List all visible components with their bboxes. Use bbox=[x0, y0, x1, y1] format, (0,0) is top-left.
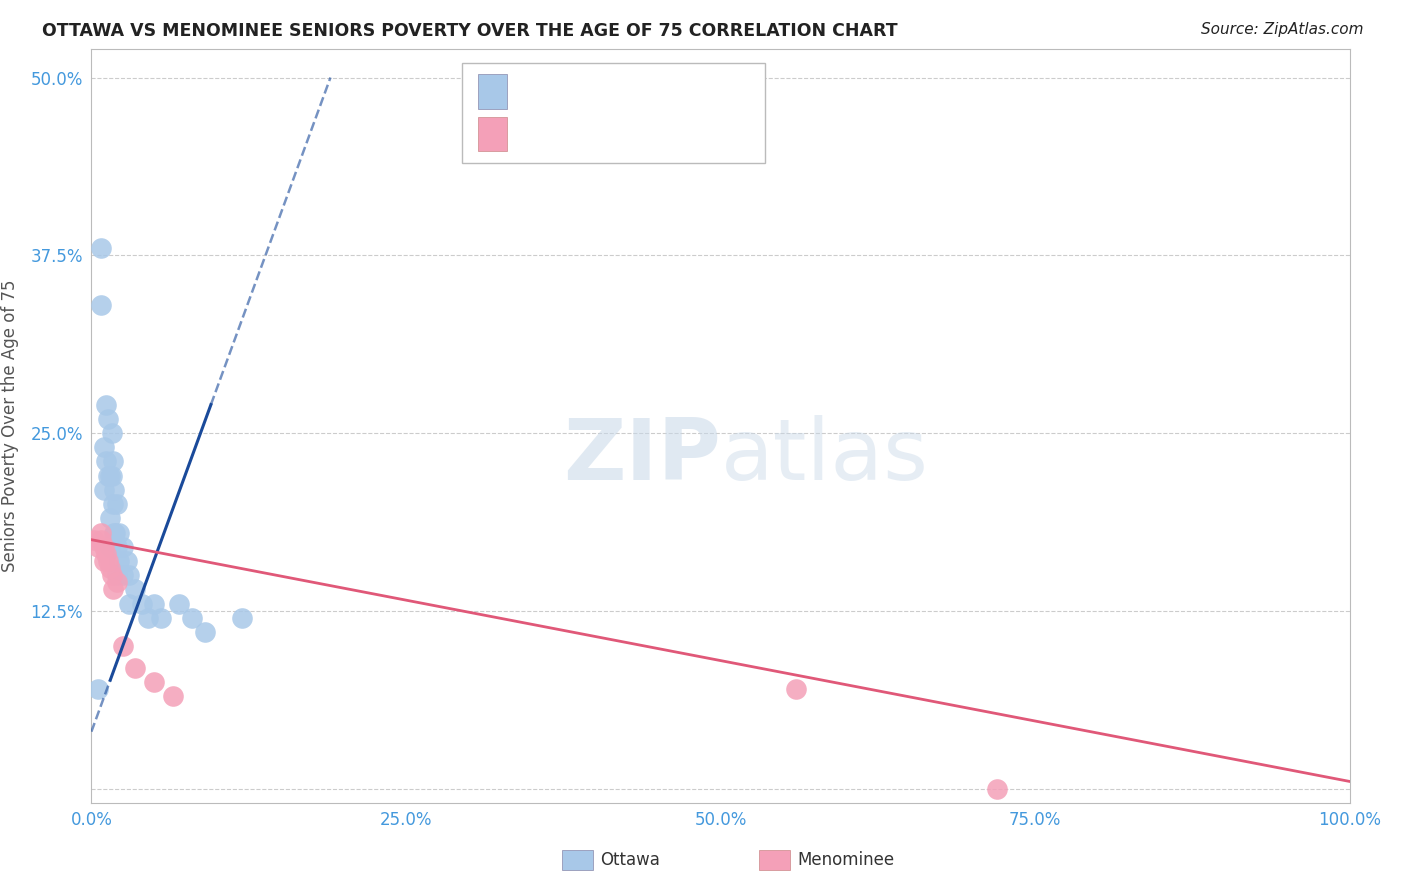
Point bbox=[98, 468, 121, 483]
Point bbox=[111, 640, 134, 654]
Point bbox=[108, 554, 131, 568]
Text: R =: R = bbox=[517, 84, 555, 103]
Point bbox=[111, 568, 134, 582]
Point bbox=[86, 540, 108, 554]
Point bbox=[90, 525, 112, 540]
Point bbox=[96, 454, 118, 468]
Point bbox=[100, 425, 122, 440]
Point bbox=[108, 525, 131, 540]
Point bbox=[100, 568, 122, 582]
Point bbox=[98, 511, 121, 525]
Point bbox=[136, 611, 159, 625]
Text: Ottawa: Ottawa bbox=[600, 851, 661, 869]
Text: -0.316: -0.316 bbox=[579, 128, 641, 145]
Point bbox=[785, 681, 807, 696]
Text: N =: N = bbox=[648, 128, 688, 145]
Point bbox=[986, 781, 1008, 796]
Point bbox=[101, 497, 124, 511]
Point bbox=[97, 554, 120, 568]
Point bbox=[162, 689, 184, 703]
Point bbox=[90, 533, 112, 547]
Point bbox=[115, 554, 138, 568]
Point bbox=[124, 582, 146, 597]
Point bbox=[100, 468, 122, 483]
Point bbox=[118, 597, 141, 611]
Point bbox=[101, 454, 124, 468]
Point bbox=[104, 525, 127, 540]
Point bbox=[143, 674, 166, 689]
Text: R =: R = bbox=[517, 128, 555, 145]
Point bbox=[105, 568, 128, 582]
Point bbox=[97, 468, 120, 483]
Text: N =: N = bbox=[648, 84, 688, 103]
Point bbox=[96, 398, 118, 412]
Text: ZIP: ZIP bbox=[562, 415, 720, 498]
Point bbox=[105, 540, 128, 554]
Point bbox=[103, 525, 125, 540]
Point bbox=[169, 597, 191, 611]
Text: atlas: atlas bbox=[720, 415, 928, 498]
Text: Source: ZipAtlas.com: Source: ZipAtlas.com bbox=[1201, 22, 1364, 37]
Point bbox=[194, 625, 217, 640]
Point bbox=[103, 483, 125, 497]
Text: 38: 38 bbox=[695, 84, 718, 103]
Point bbox=[83, 533, 105, 547]
Point bbox=[86, 681, 108, 696]
Text: 0.560: 0.560 bbox=[579, 84, 634, 103]
Text: Menominee: Menominee bbox=[797, 851, 894, 869]
Point bbox=[98, 540, 121, 554]
Point bbox=[97, 412, 120, 426]
Point bbox=[90, 298, 112, 312]
Point bbox=[93, 554, 115, 568]
Point bbox=[149, 611, 172, 625]
Text: OTTAWA VS MENOMINEE SENIORS POVERTY OVER THE AGE OF 75 CORRELATION CHART: OTTAWA VS MENOMINEE SENIORS POVERTY OVER… bbox=[42, 22, 898, 40]
Point bbox=[101, 582, 124, 597]
Point bbox=[231, 611, 253, 625]
Point bbox=[124, 661, 146, 675]
Point bbox=[90, 241, 112, 255]
Point bbox=[96, 547, 118, 561]
Point bbox=[93, 540, 115, 554]
Point bbox=[131, 597, 153, 611]
Point bbox=[118, 568, 141, 582]
Point bbox=[105, 497, 128, 511]
Point bbox=[98, 561, 121, 575]
Point bbox=[181, 611, 204, 625]
Point bbox=[93, 440, 115, 454]
Point bbox=[143, 597, 166, 611]
Y-axis label: Seniors Poverty Over the Age of 75: Seniors Poverty Over the Age of 75 bbox=[1, 280, 20, 572]
Text: 18: 18 bbox=[695, 128, 718, 145]
Point bbox=[105, 575, 128, 590]
Point bbox=[111, 540, 134, 554]
Point bbox=[93, 483, 115, 497]
